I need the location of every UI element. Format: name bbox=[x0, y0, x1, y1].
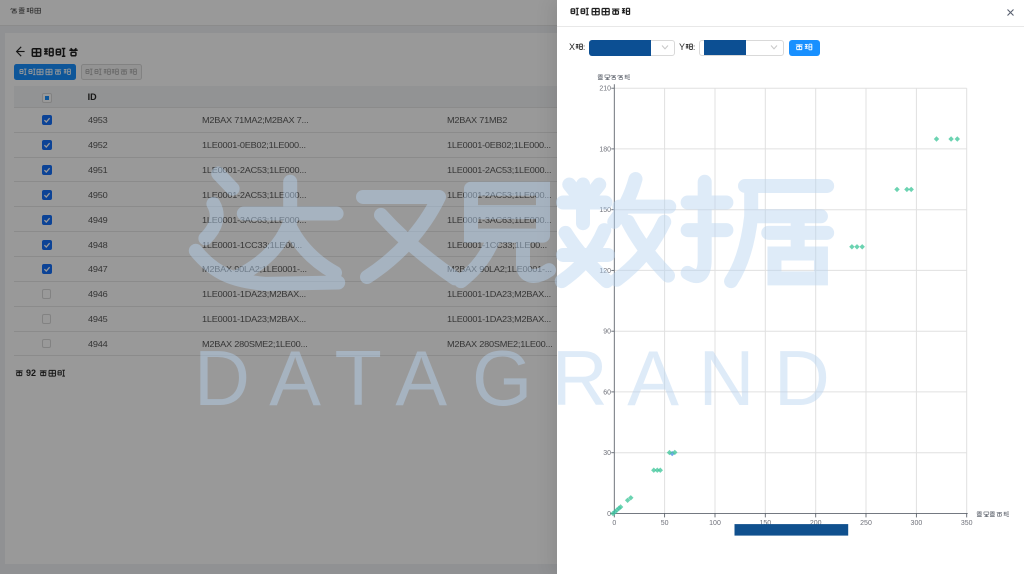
svg-text:200: 200 bbox=[810, 520, 822, 527]
svg-text:120: 120 bbox=[599, 268, 611, 275]
svg-text:250: 250 bbox=[860, 520, 872, 527]
svg-text:350: 350 bbox=[961, 520, 973, 527]
svg-text:0: 0 bbox=[612, 520, 616, 527]
svg-text:60: 60 bbox=[603, 389, 611, 396]
svg-text:50: 50 bbox=[661, 520, 669, 527]
svg-text:210: 210 bbox=[599, 86, 611, 93]
svg-text:150: 150 bbox=[759, 520, 771, 527]
svg-text:100: 100 bbox=[709, 520, 721, 527]
svg-text:30: 30 bbox=[603, 450, 611, 457]
svg-text:90: 90 bbox=[603, 329, 611, 336]
svg-text:150: 150 bbox=[599, 207, 611, 214]
svg-text:0: 0 bbox=[607, 511, 611, 518]
svg-text:180: 180 bbox=[599, 146, 611, 153]
svg-text:300: 300 bbox=[911, 520, 923, 527]
